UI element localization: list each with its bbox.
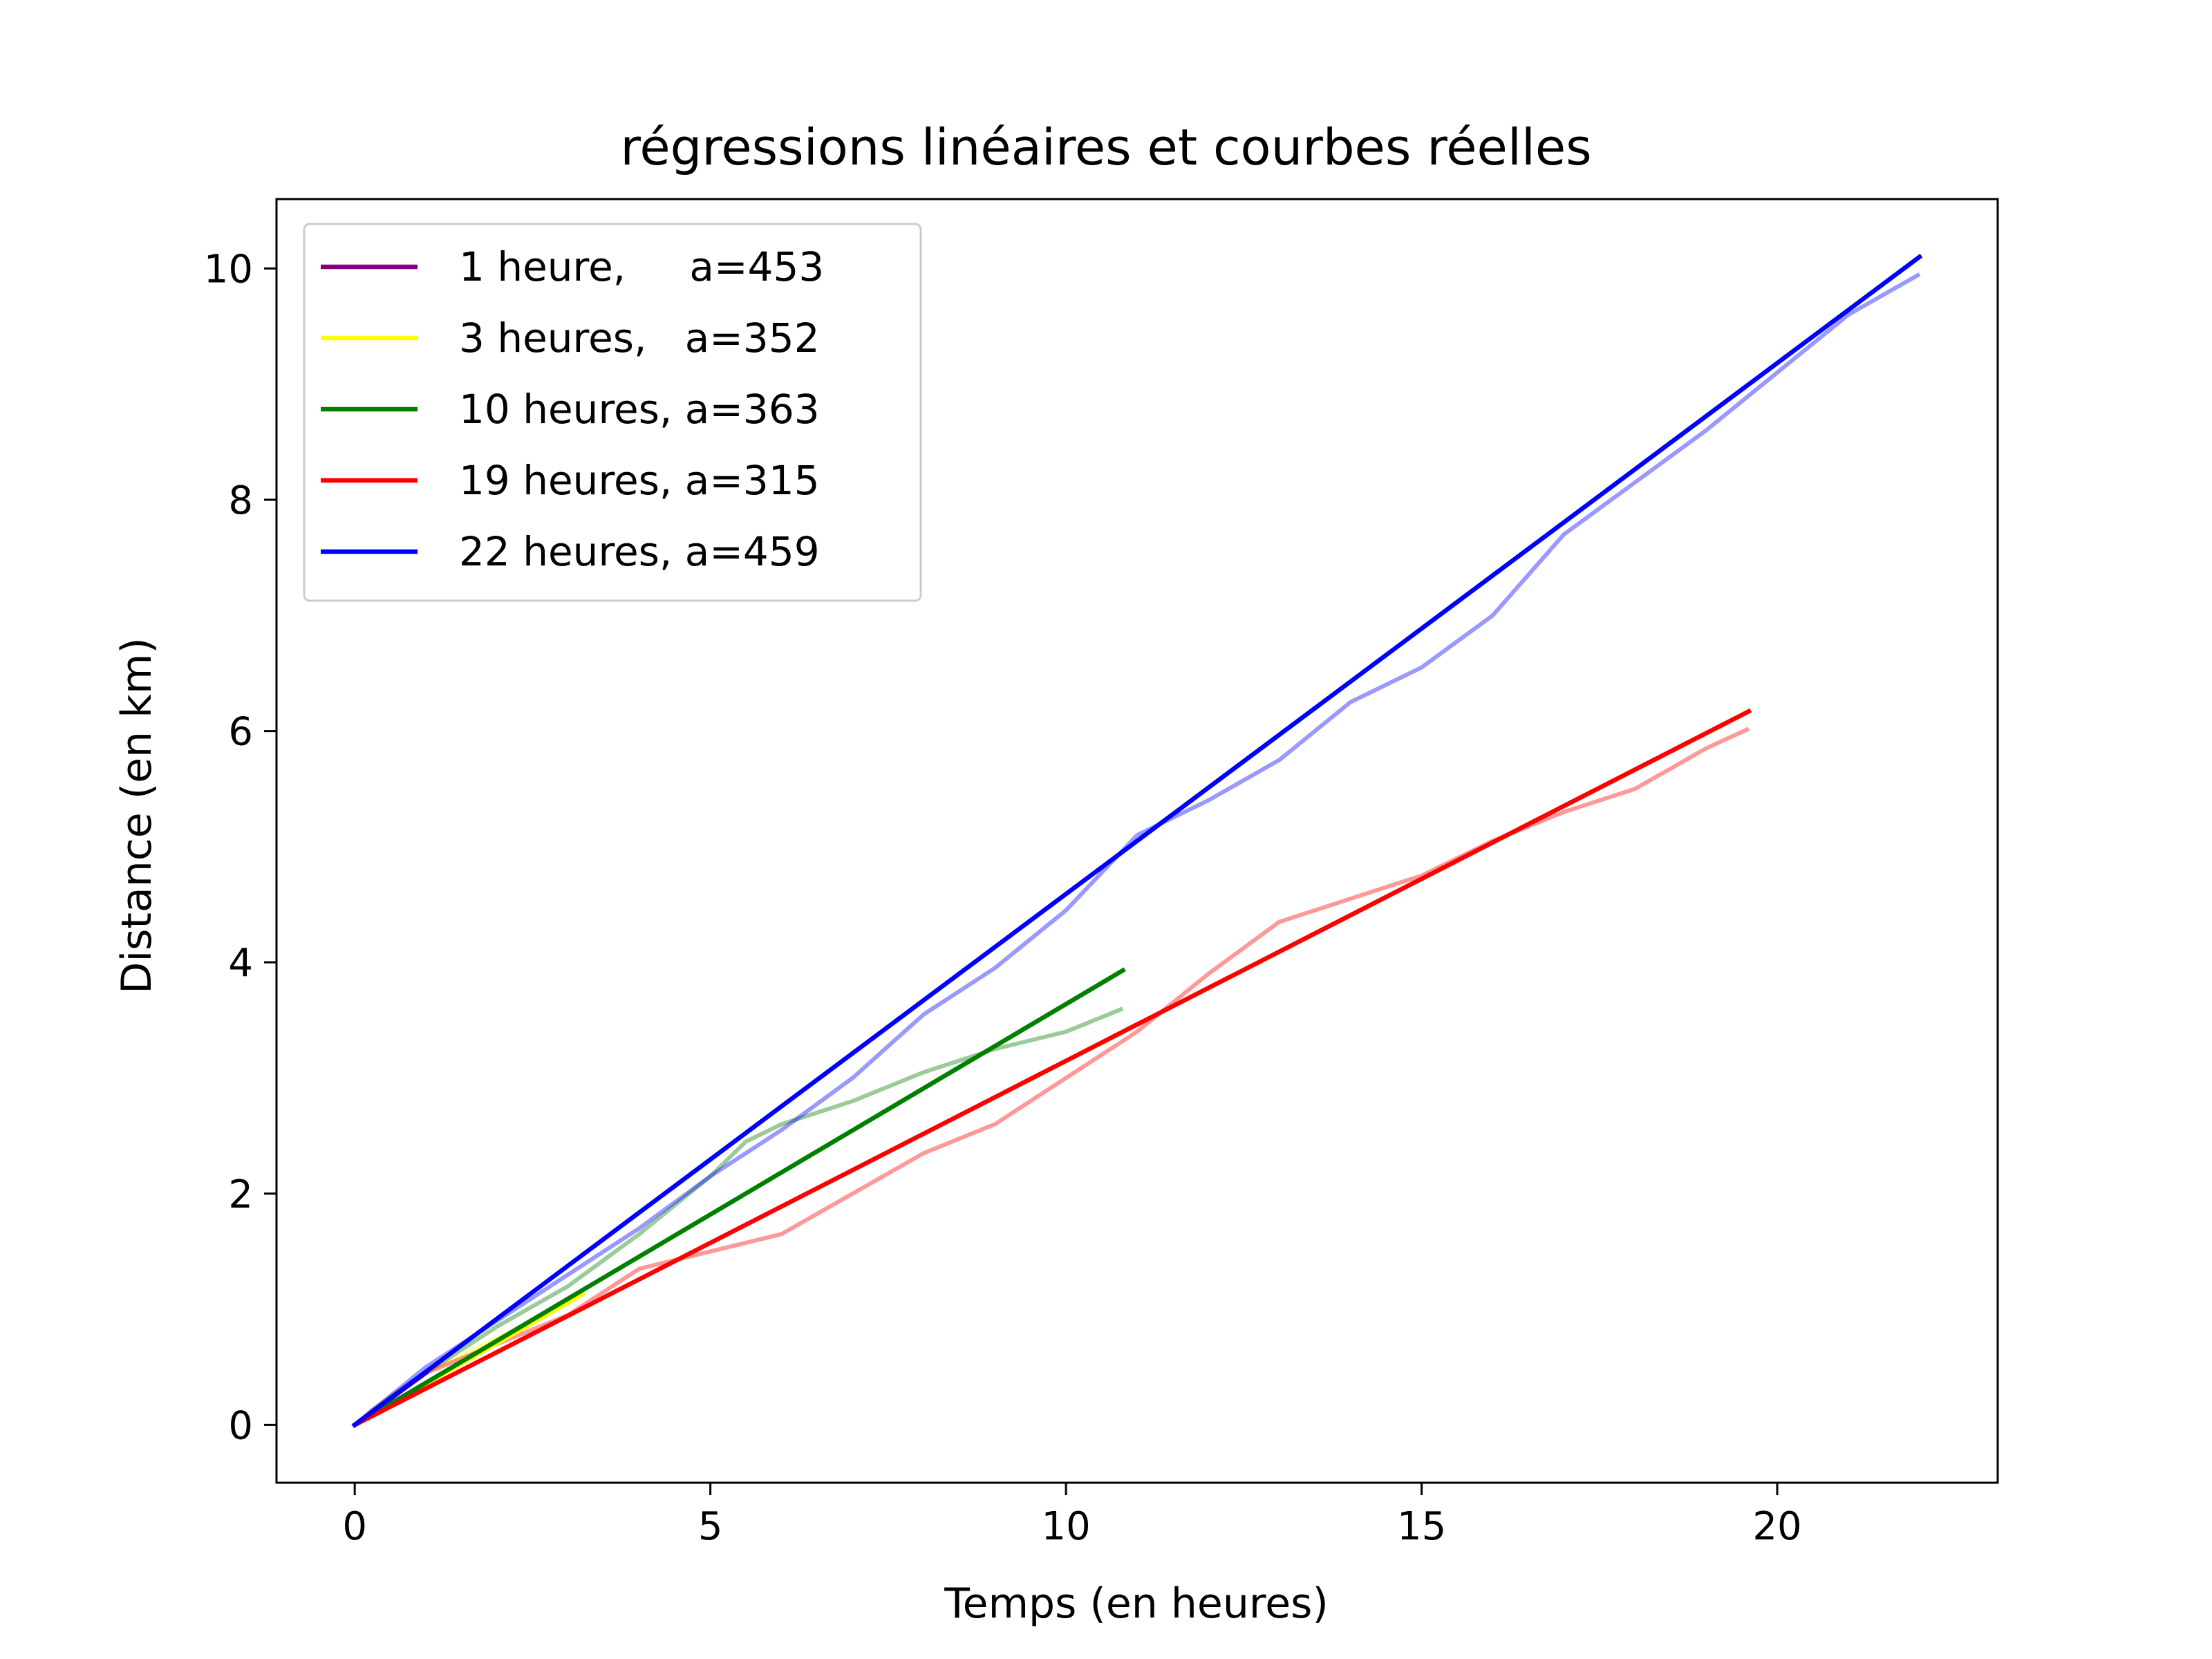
x-tick-label: 5 [698, 1504, 723, 1549]
legend-entry-label: 22 heures, a=459 [459, 528, 820, 575]
series-3-real-curve [353, 727, 1750, 1427]
plot-frame [275, 198, 1999, 1484]
x-tick-label: 15 [1397, 1504, 1446, 1549]
x-tick-label: 0 [342, 1504, 367, 1549]
y-tick-label: 8 [228, 478, 253, 523]
y-tick-label: 0 [228, 1403, 253, 1448]
legend-entry-label: 1 heure, a=453 [459, 243, 824, 290]
chart-title: régressions linéaires et courbes réelles [620, 118, 1591, 176]
legend: 1 heure, a=453 3 heures, a=352 10 heures, … [303, 223, 922, 602]
series-2-regression-line [351, 967, 1126, 1428]
series-3-regression-line [351, 708, 1752, 1428]
plot-area [275, 198, 1999, 1484]
series-4-real-curve [353, 272, 1921, 1427]
legend-entry-label: 19 heures, a=315 [459, 457, 820, 504]
y-axis: 0 2 4 6 8 10 [204, 247, 276, 1448]
y-tick-label: 2 [228, 1172, 253, 1217]
y-tick-label: 6 [228, 710, 253, 755]
series-2-real-curve [353, 1006, 1124, 1427]
y-tick-label: 10 [204, 247, 253, 292]
series-4-regression-line [351, 254, 1923, 1428]
x-axis-label: Temps (en heures) [944, 1580, 1329, 1628]
x-tick-label: 10 [1041, 1504, 1090, 1549]
x-axis: 0 5 10 15 20 [342, 1483, 1802, 1549]
legend-box [303, 223, 922, 602]
y-tick-label: 4 [228, 941, 253, 986]
legend-entry-label: 10 heures, a=363 [459, 386, 820, 433]
x-tick-label: 20 [1752, 1504, 1801, 1549]
y-axis-label: Distance (en km) [113, 637, 161, 993]
legend-entry-label: 3 heures, a=352 [459, 315, 820, 362]
